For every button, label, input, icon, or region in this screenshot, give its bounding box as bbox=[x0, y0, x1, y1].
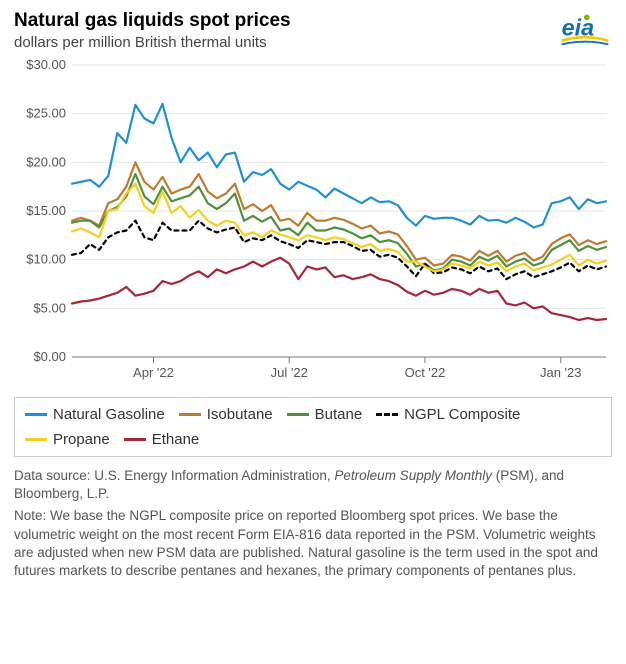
legend-label-isobutane: Isobutane bbox=[207, 404, 273, 425]
legend-swatch-isobutane bbox=[179, 413, 201, 416]
x-tick-label: Jan '23 bbox=[540, 365, 582, 380]
page: Natural gas liquids spot prices dollars … bbox=[0, 0, 626, 664]
legend-swatch-butane bbox=[287, 413, 309, 416]
x-tick-label: Apr '22 bbox=[133, 365, 174, 380]
series-natural_gasoline bbox=[72, 104, 606, 228]
legend-label-propane: Propane bbox=[53, 429, 110, 450]
data-source-italic: Petroleum Supply Monthly bbox=[334, 468, 492, 483]
x-tick-label: Jul '22 bbox=[271, 365, 308, 380]
legend-label-natural_gasoline: Natural Gasoline bbox=[53, 404, 165, 425]
legend-swatch-propane bbox=[25, 438, 47, 441]
titles: Natural gas liquids spot prices dollars … bbox=[14, 10, 558, 57]
x-tick-label: Oct '22 bbox=[405, 365, 446, 380]
y-tick-label: $25.00 bbox=[26, 106, 66, 121]
y-tick-label: $5.00 bbox=[33, 300, 66, 315]
legend-label-ngpl_composite: NGPL Composite bbox=[404, 404, 520, 425]
y-tick-label: $0.00 bbox=[33, 349, 66, 364]
legend-item-isobutane: Isobutane bbox=[179, 404, 273, 425]
y-tick-label: $15.00 bbox=[26, 203, 66, 218]
chart-svg: $0.00 $5.00 $10.00 $15.00 $20.00 $25.00 $30.00… bbox=[14, 57, 612, 387]
eia-logo: eia bbox=[558, 12, 612, 53]
legend-item-ethane: Ethane bbox=[124, 429, 200, 450]
legend-label-butane: Butane bbox=[315, 404, 363, 425]
data-source-footnote: Data source: U.S. Energy Information Adm… bbox=[14, 467, 612, 503]
legend-swatch-natural_gasoline bbox=[25, 413, 47, 416]
chart-subtitle: dollars per million British thermal unit… bbox=[14, 34, 558, 51]
y-tick-label: $20.00 bbox=[26, 154, 66, 169]
series-ethane bbox=[72, 258, 606, 320]
chart: $0.00 $5.00 $10.00 $15.00 $20.00 $25.00 $30.00… bbox=[14, 57, 612, 387]
legend: Natural Gasoline Isobutane Butane NGPL Comp… bbox=[14, 397, 612, 457]
legend-label-ethane: Ethane bbox=[152, 429, 200, 450]
chart-title: Natural gas liquids spot prices bbox=[14, 10, 558, 32]
series-isobutane bbox=[72, 162, 606, 265]
legend-item-butane: Butane bbox=[287, 404, 363, 425]
note-footnote: Note: We base the NGPL composite price o… bbox=[14, 507, 612, 580]
eia-logo-swoosh2-icon bbox=[562, 42, 609, 45]
legend-swatch-ngpl_composite bbox=[376, 413, 398, 416]
legend-swatch-ethane bbox=[124, 438, 146, 441]
eia-logo-dot-icon bbox=[584, 15, 590, 21]
legend-item-natural_gasoline: Natural Gasoline bbox=[25, 404, 165, 425]
y-tick-label: $10.00 bbox=[26, 252, 66, 267]
header: Natural gas liquids spot prices dollars … bbox=[14, 10, 612, 57]
data-source-prefix: Data source: U.S. Energy Information Adm… bbox=[14, 468, 334, 483]
legend-item-ngpl_composite: NGPL Composite bbox=[376, 404, 520, 425]
y-tick-label: $30.00 bbox=[26, 57, 66, 72]
legend-item-propane: Propane bbox=[25, 429, 110, 450]
